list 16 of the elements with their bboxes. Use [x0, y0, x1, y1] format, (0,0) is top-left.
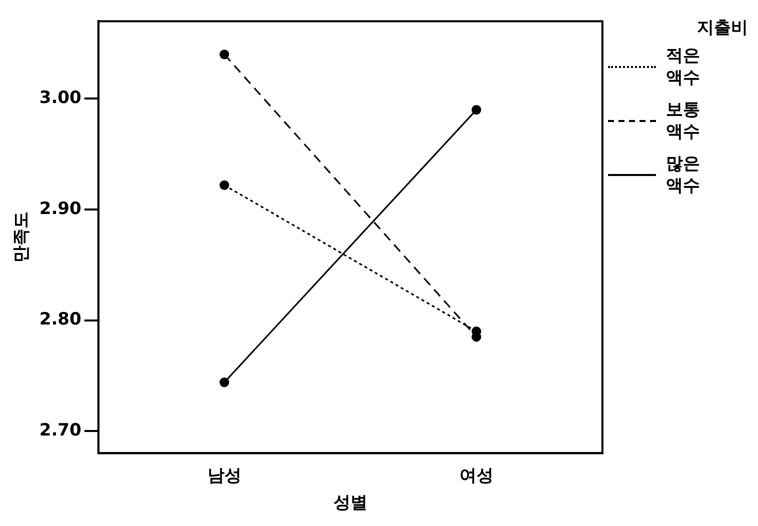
y-axis-title: 만족도 [12, 212, 32, 263]
point [472, 105, 482, 115]
y-tick-label: 3.00 [39, 88, 82, 108]
legend-title: 지출비 [696, 17, 748, 39]
x-axis-title: 성별 [333, 493, 368, 514]
point [220, 50, 230, 60]
y-tick-label: 2.90 [39, 198, 82, 219]
y-tick-label: 2.80 [39, 310, 82, 330]
point [220, 180, 230, 190]
x-tick-label: 여성 [459, 466, 494, 486]
y-tick-label: 2.70 [39, 420, 82, 440]
legend-label: 적은 액수 [666, 45, 701, 89]
legend-label: 보통 액수 [666, 99, 701, 143]
legend-label: 많은 액수 [666, 153, 701, 197]
x-tick-label: 남성 [207, 466, 242, 486]
point [220, 378, 230, 388]
